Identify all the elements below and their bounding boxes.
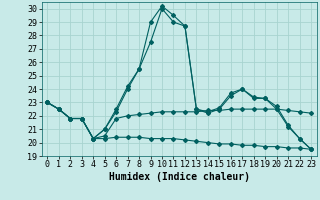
X-axis label: Humidex (Indice chaleur): Humidex (Indice chaleur) — [109, 172, 250, 182]
